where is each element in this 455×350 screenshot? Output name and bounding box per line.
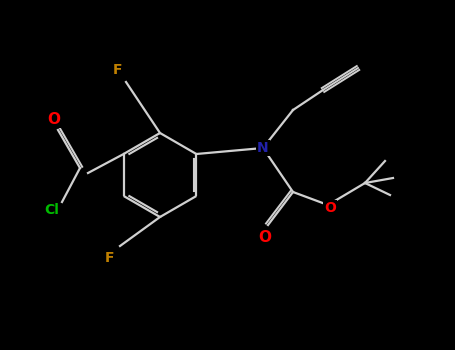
Text: F: F	[105, 251, 115, 265]
Text: O: O	[47, 112, 61, 127]
Text: O: O	[324, 201, 336, 215]
Text: N: N	[257, 141, 269, 155]
Text: F: F	[113, 63, 123, 77]
Text: Cl: Cl	[45, 203, 60, 217]
Text: O: O	[258, 230, 272, 245]
